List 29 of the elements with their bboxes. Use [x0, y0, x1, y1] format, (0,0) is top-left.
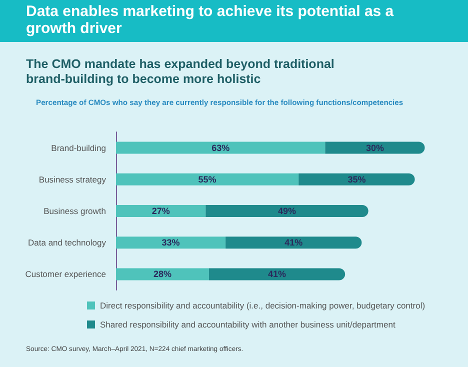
y-tick-label: Business strategy [38, 174, 107, 184]
data-label: 28% [153, 269, 172, 280]
bar [116, 142, 326, 154]
data-label: 41% [284, 238, 303, 248]
bar [208, 268, 346, 280]
y-tick-label: Brand-building [51, 142, 106, 153]
data-label: 30% [366, 142, 384, 153]
bar [325, 142, 425, 154]
bar [206, 205, 368, 217]
data-label: 33% [162, 238, 180, 248]
bar [116, 236, 226, 249]
y-tick-label: Customer experience [25, 269, 106, 280]
bar [298, 173, 415, 186]
legend-label: Shared responsibility and accountability with another business unit/department [100, 320, 396, 330]
chart-subtitle: The CMO mandate has expanded beyond traditional brand-building to become more holistic [26, 57, 336, 87]
bar [116, 268, 209, 280]
chart-title: Data enables marketing to achieve its potential as a growth driver [26, 3, 395, 37]
data-label: 41% [268, 269, 286, 280]
data-label: 55% [198, 174, 216, 184]
y-tick-label: Data and technology [28, 238, 107, 248]
data-label: 27% [152, 206, 170, 216]
data-label: 35% [348, 174, 366, 184]
bar [116, 205, 206, 217]
legend-label: Direct responsibility and accountability (i.e., decision-making power, budgetary control) [100, 300, 426, 310]
data-label: 49% [278, 206, 296, 216]
y-tick-label: Business growth [44, 206, 106, 216]
bar [226, 236, 362, 249]
bar [116, 173, 299, 186]
data-label: 63% [212, 142, 230, 153]
